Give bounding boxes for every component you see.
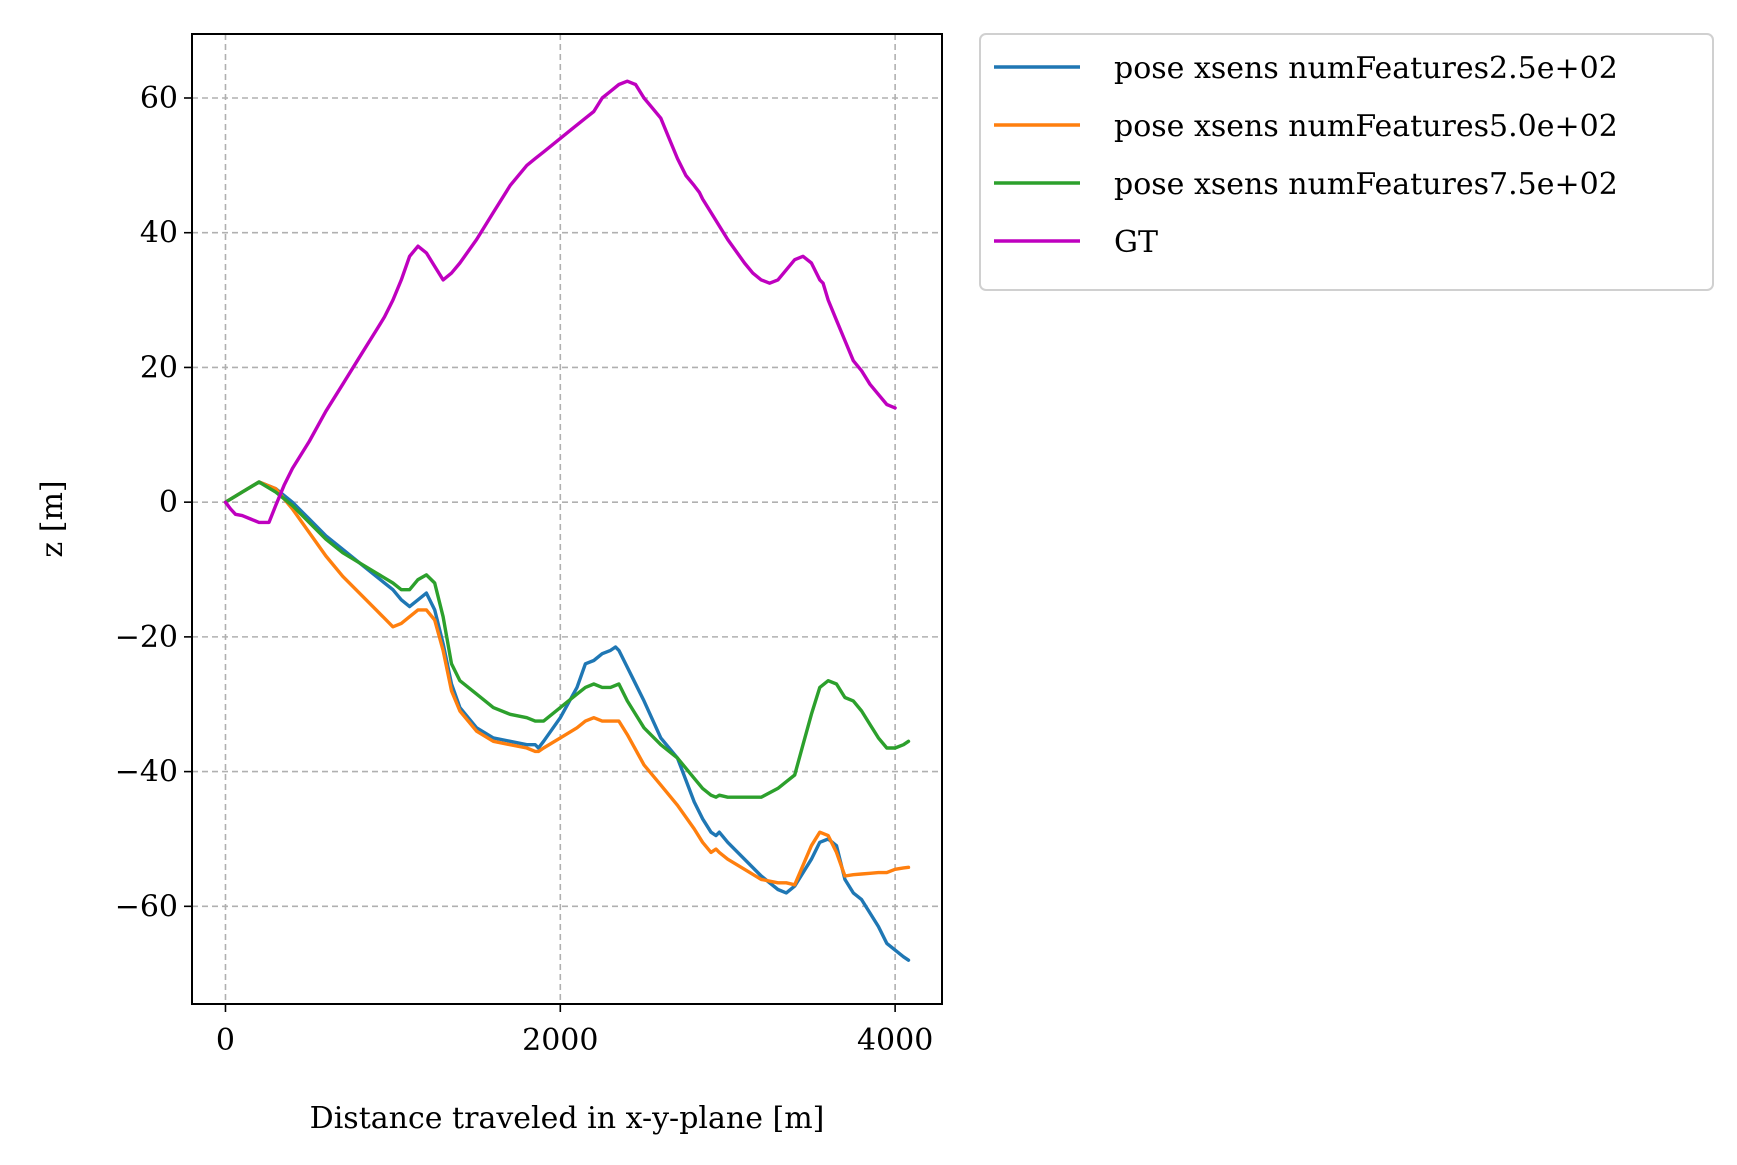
legend-label: pose xsens numFeatures7.5e+02 (1114, 167, 1618, 202)
series-line-2 (223, 480, 911, 887)
y-tick-label: −60 (115, 889, 178, 924)
y-tick-label: 20 (140, 350, 178, 385)
series-lines (223, 79, 911, 962)
x-axis-label: Distance traveled in x-y-plane [m] (310, 1101, 825, 1136)
y-tick-label: −40 (115, 755, 178, 790)
plot-frame (191, 33, 943, 1005)
axis-ticks: 0 2000 4000 −60 −40 −20 0 20 40 60 (115, 81, 934, 1058)
x-tick-label: 4000 (857, 1023, 933, 1058)
legend-label: pose xsens numFeatures2.5e+02 (1114, 51, 1618, 86)
legend-label: GT (1114, 225, 1158, 260)
series-line-1 (223, 480, 911, 962)
y-tick-label: 60 (140, 81, 178, 116)
series-line-3 (223, 480, 911, 799)
x-tick-label: 2000 (522, 1023, 598, 1058)
legend: pose xsens numFeatures2.5e+02 pose xsens … (979, 33, 1714, 291)
y-axis-label: z [m] (35, 480, 70, 557)
grid (192, 34, 942, 1004)
legend-label: pose xsens numFeatures5.0e+02 (1114, 109, 1618, 144)
series-line-4 (223, 79, 897, 525)
y-tick-label: 40 (140, 216, 178, 251)
y-tick-label: −20 (115, 620, 178, 655)
legend-box (979, 33, 1714, 291)
y-tick-label: 0 (159, 485, 178, 520)
x-tick-label: 0 (216, 1023, 235, 1058)
